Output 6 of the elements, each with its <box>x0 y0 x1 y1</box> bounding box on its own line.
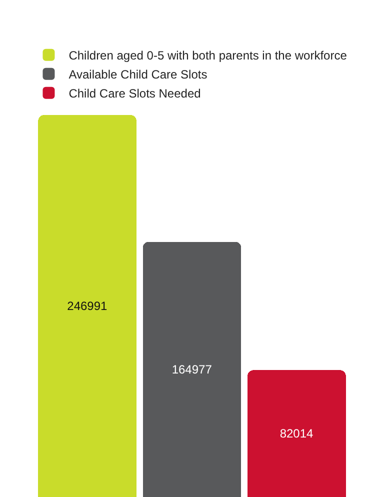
legend-label: Child Care Slots Needed <box>68 86 201 101</box>
data-label: 82014 <box>280 426 314 441</box>
legend-label: Children aged 0-5 with both parents in the workforce <box>68 48 348 63</box>
data-label: 164977 <box>172 362 212 376</box>
data-label: 246991 <box>67 299 108 313</box>
legend-label: Available Child Care Slots <box>68 68 208 82</box>
